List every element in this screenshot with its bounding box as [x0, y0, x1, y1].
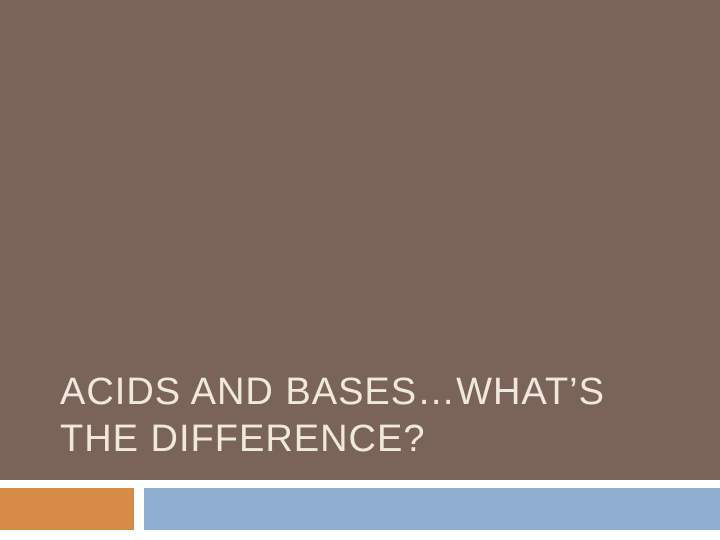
slide-title: ACIDS AND BASES…WHAT’S THE DIFFERENCE? — [60, 369, 680, 462]
accent-left-block — [0, 488, 134, 530]
accent-right-block — [144, 488, 720, 530]
accent-gap — [134, 488, 144, 530]
slide-main-area: ACIDS AND BASES…WHAT’S THE DIFFERENCE? — [0, 0, 720, 480]
accent-bar — [0, 488, 720, 530]
